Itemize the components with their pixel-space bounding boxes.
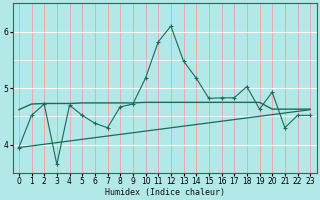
X-axis label: Humidex (Indice chaleur): Humidex (Indice chaleur): [105, 188, 225, 197]
